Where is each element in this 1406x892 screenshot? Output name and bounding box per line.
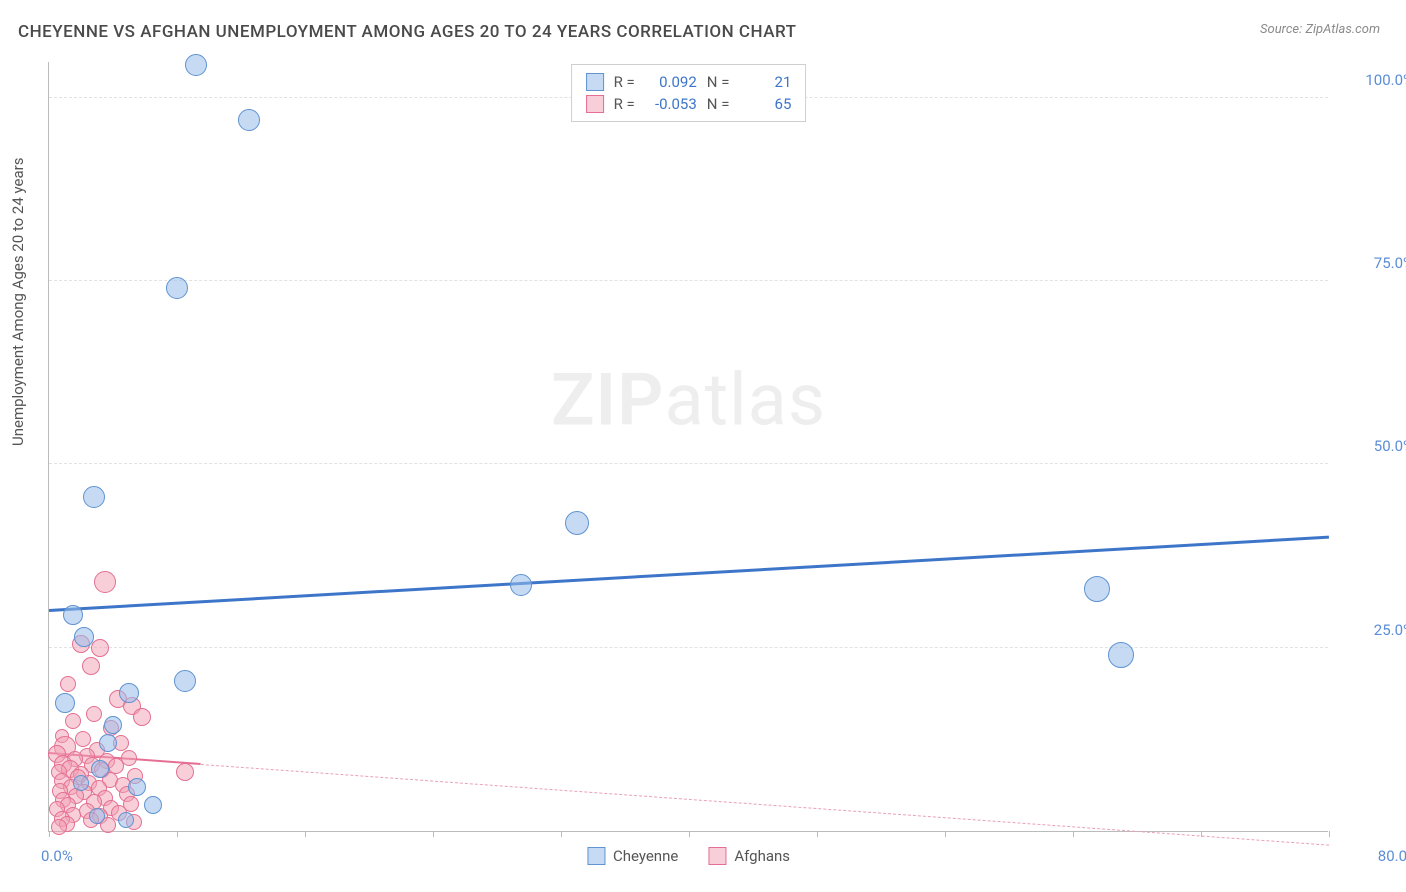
swatch-blue-icon bbox=[586, 73, 604, 91]
x-tick-mark bbox=[945, 831, 946, 837]
data-point bbox=[73, 775, 89, 791]
stats-n-value-cheyenne: 21 bbox=[739, 73, 791, 91]
x-tick-mark bbox=[689, 831, 690, 837]
y-tick-label: 25.0% bbox=[1336, 621, 1406, 639]
data-point bbox=[128, 778, 146, 796]
watermark: ZIPatlas bbox=[551, 358, 826, 443]
swatch-pink-icon bbox=[586, 95, 604, 113]
x-axis-max-label: 80.0% bbox=[1378, 847, 1406, 865]
y-tick-label: 50.0% bbox=[1336, 437, 1406, 455]
x-tick-mark bbox=[49, 831, 50, 837]
data-point bbox=[118, 812, 134, 828]
legend-item-cheyenne: Cheyenne bbox=[587, 847, 678, 865]
data-point bbox=[1108, 642, 1134, 668]
data-point bbox=[91, 760, 109, 778]
y-tick-label: 100.0% bbox=[1336, 71, 1406, 89]
trendline-cheyenne bbox=[49, 535, 1329, 611]
y-tick-label: 75.0% bbox=[1336, 254, 1406, 272]
data-point bbox=[60, 676, 76, 692]
data-point bbox=[65, 713, 81, 729]
data-point bbox=[176, 763, 194, 781]
y-axis-label: Unemployment Among Ages 20 to 24 years bbox=[9, 158, 27, 446]
swatch-pink-icon bbox=[708, 847, 726, 865]
swatch-blue-icon bbox=[587, 847, 605, 865]
data-point bbox=[166, 277, 188, 299]
data-point bbox=[185, 54, 207, 76]
stats-r-value-cheyenne: 0.092 bbox=[645, 73, 697, 91]
data-point bbox=[55, 693, 75, 713]
data-point bbox=[510, 574, 532, 596]
data-point bbox=[119, 683, 139, 703]
data-point bbox=[174, 670, 196, 692]
data-point bbox=[75, 731, 91, 747]
x-tick-mark bbox=[1073, 831, 1074, 837]
x-tick-mark bbox=[177, 831, 178, 837]
data-point bbox=[144, 796, 162, 814]
data-point bbox=[82, 657, 100, 675]
source-name: ZipAtlas.com bbox=[1305, 22, 1380, 37]
stats-r-value-afghans: -0.053 bbox=[645, 95, 697, 113]
watermark-zip: ZIP bbox=[551, 358, 664, 443]
data-point bbox=[83, 486, 105, 508]
x-tick-mark bbox=[1329, 831, 1330, 837]
legend-item-afghans: Afghans bbox=[708, 847, 790, 865]
legend-label-cheyenne: Cheyenne bbox=[613, 847, 678, 865]
watermark-atlas: atlas bbox=[664, 358, 826, 443]
data-point bbox=[99, 734, 117, 752]
series-legend: Cheyenne Afghans bbox=[587, 847, 790, 865]
gridline bbox=[49, 647, 1328, 648]
data-point bbox=[91, 639, 109, 657]
x-tick-mark bbox=[305, 831, 306, 837]
legend-label-afghans: Afghans bbox=[734, 847, 790, 865]
stats-r-label: R = bbox=[614, 73, 635, 91]
data-point bbox=[86, 706, 102, 722]
scatter-plot: ZIPatlas R = 0.092 N = 21 R = -0.053 N =… bbox=[48, 62, 1328, 832]
data-point bbox=[133, 708, 151, 726]
x-axis-min-label: 0.0% bbox=[41, 847, 73, 865]
data-point bbox=[1084, 576, 1110, 602]
data-point bbox=[51, 819, 67, 835]
gridline bbox=[49, 280, 1328, 281]
data-point bbox=[238, 109, 260, 131]
data-point bbox=[74, 627, 94, 647]
data-point bbox=[89, 808, 105, 824]
x-tick-mark bbox=[817, 831, 818, 837]
stats-row-afghans: R = -0.053 N = 65 bbox=[586, 93, 792, 115]
trendline-afghans-dashed bbox=[201, 764, 1329, 846]
data-point bbox=[565, 511, 589, 535]
stats-n-label: N = bbox=[707, 73, 730, 91]
chart-title: CHEYENNE VS AFGHAN UNEMPLOYMENT AMONG AG… bbox=[18, 22, 797, 42]
stats-row-cheyenne: R = 0.092 N = 21 bbox=[586, 71, 792, 93]
stats-n-label: N = bbox=[707, 95, 730, 113]
gridline bbox=[49, 463, 1328, 464]
data-point bbox=[63, 605, 83, 625]
stats-n-value-afghans: 65 bbox=[739, 95, 791, 113]
data-point bbox=[104, 716, 122, 734]
source-prefix: Source: bbox=[1260, 22, 1305, 37]
data-point bbox=[94, 571, 116, 593]
x-tick-mark bbox=[561, 831, 562, 837]
x-tick-mark bbox=[433, 831, 434, 837]
stats-legend-box: R = 0.092 N = 21 R = -0.053 N = 65 bbox=[571, 64, 807, 122]
stats-r-label: R = bbox=[614, 95, 635, 113]
source-attribution: Source: ZipAtlas.com bbox=[1260, 22, 1380, 37]
